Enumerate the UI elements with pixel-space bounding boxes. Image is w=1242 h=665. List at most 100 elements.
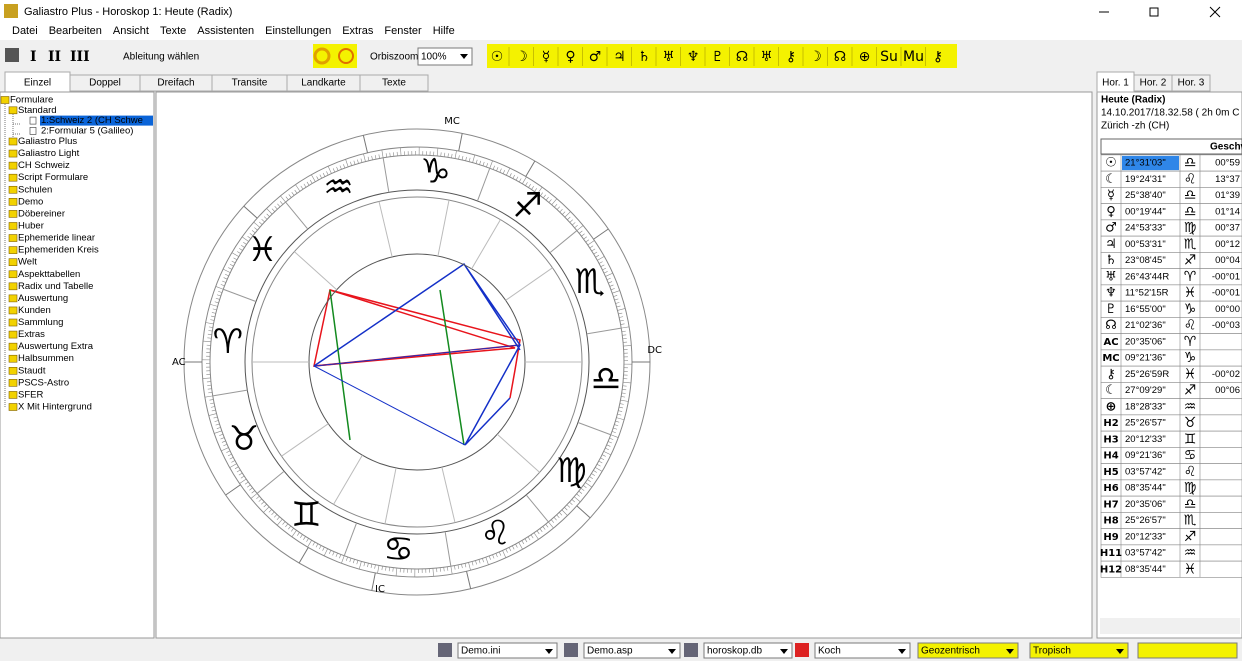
tree-item[interactable]: Döbereiner — [18, 208, 65, 219]
planet-button[interactable]: ♅ — [760, 49, 773, 65]
planet-button[interactable]: ♇ — [711, 49, 724, 65]
tree-item[interactable]: X Mit Hintergrund — [18, 402, 92, 413]
tree-item[interactable]: Extras — [18, 329, 45, 340]
tree-item[interactable]: Kunden — [18, 305, 51, 316]
position: 09°21'36" — [1125, 353, 1166, 364]
angle-label: MC — [444, 116, 460, 127]
planet-button[interactable]: ⚷ — [786, 49, 796, 65]
tree-item[interactable]: Auswertung Extra — [18, 341, 94, 352]
planet-glyph: ♀ — [1106, 204, 1116, 219]
tree-item[interactable]: Halbsummen — [18, 353, 74, 364]
zodiac-sign: ♋ — [383, 530, 413, 570]
planet-button[interactable]: ⊕ — [859, 49, 871, 65]
zodiac-sign: ♐ — [512, 186, 542, 226]
tree-item[interactable]: Galiastro Light — [18, 148, 80, 159]
position: 11°52'15R — [1125, 288, 1169, 299]
tree-item[interactable]: PSCS-Astro — [18, 377, 69, 388]
tree-item[interactable]: Welt — [18, 257, 37, 268]
tree-item[interactable]: Aspekttabellen — [18, 269, 80, 280]
print-icon[interactable] — [5, 48, 19, 62]
tree-item[interactable]: Schulen — [18, 184, 52, 195]
status-select[interactable] — [1138, 643, 1237, 658]
tree-item[interactable]: Staudt — [18, 365, 46, 376]
planet-glyph: ☊ — [1105, 318, 1117, 333]
sign-glyph: ♊ — [1184, 431, 1197, 447]
planet-glyph: H5 — [1103, 467, 1118, 478]
planet-button[interactable]: Mu — [903, 49, 924, 65]
zodiac-sign: ♉ — [229, 419, 259, 459]
menu-item[interactable]: Hilfe — [433, 25, 455, 37]
planet-button[interactable]: ☉ — [491, 49, 504, 65]
window-title: Galiastro Plus - Horoskop 1: Heute (Radi… — [24, 6, 232, 18]
tree-item[interactable]: Auswertung — [18, 293, 68, 304]
panel-tab-label: Hor. 3 — [1178, 78, 1205, 89]
tree-item[interactable]: SFER — [18, 389, 43, 400]
planet-button[interactable]: ♃ — [613, 49, 626, 65]
angle-label: IC — [375, 584, 385, 595]
planet-button[interactable]: ♅ — [662, 49, 675, 65]
tab-label: Dreifach — [157, 78, 194, 89]
planet-button[interactable]: ♆ — [687, 49, 700, 65]
status-value: Koch — [818, 646, 841, 657]
tree-item[interactable]: Ephemeriden Kreis — [18, 245, 99, 256]
planet-button[interactable]: ☊ — [736, 49, 748, 65]
tree-item[interactable]: Sammlung — [18, 317, 63, 328]
row — [1101, 415, 1242, 431]
speed: 00°04 — [1215, 255, 1240, 266]
planet-glyph: H4 — [1103, 451, 1118, 462]
planet-glyph: ♆ — [1105, 286, 1117, 301]
zodiac-sign: ♓ — [247, 230, 277, 270]
row — [1101, 529, 1242, 545]
planet-button[interactable]: ♀ — [565, 49, 575, 65]
planet-button[interactable]: ☿ — [542, 49, 551, 65]
menu-item[interactable]: Ansicht — [113, 25, 149, 37]
status-icon — [684, 643, 698, 657]
planet-button[interactable]: ⚷ — [933, 49, 943, 65]
sign-glyph: ♒ — [1184, 399, 1197, 415]
tree-item[interactable]: Huber — [18, 220, 44, 231]
planet-button[interactable]: Su — [880, 49, 898, 65]
tree-item[interactable]: Galiastro Plus — [18, 136, 77, 147]
menu-item[interactable]: Assistenten — [197, 25, 254, 37]
planet-button[interactable]: ☊ — [834, 49, 846, 65]
tree-item[interactable]: Demo — [18, 196, 43, 207]
menu-item[interactable]: Datei — [12, 25, 38, 37]
zodiac-sign: ♍ — [556, 451, 586, 491]
menu-item[interactable]: Fenster — [384, 25, 422, 37]
planet-glyph: H2 — [1103, 418, 1118, 429]
tab-label: Doppel — [89, 78, 121, 89]
tab-label: Texte — [382, 78, 406, 89]
folder-icon — [9, 235, 17, 242]
position: 18°28'33" — [1125, 401, 1166, 412]
scrollbar[interactable] — [1100, 618, 1240, 634]
form-button[interactable]: II — [48, 49, 61, 65]
row — [1101, 399, 1242, 415]
folder-icon — [9, 162, 17, 169]
status-value: Geozentrisch — [921, 646, 980, 657]
derive-button[interactable]: Ableitung wählen — [123, 52, 199, 63]
position: 03°57'42" — [1125, 466, 1166, 477]
planet-button[interactable]: ♄ — [638, 49, 651, 65]
position: 25°26'57" — [1125, 418, 1166, 429]
tree-item[interactable]: CH Schweiz — [18, 160, 70, 171]
tree-item[interactable]: Script Formulare — [18, 172, 88, 183]
menu-item[interactable]: Extras — [342, 25, 374, 37]
menu-item[interactable]: Einstellungen — [265, 25, 331, 37]
speed: 13°37 — [1215, 174, 1240, 185]
sign-glyph: ♈ — [1184, 269, 1197, 285]
tree-item[interactable]: Ephemeride linear — [18, 233, 95, 244]
sign-glyph: ♐ — [1184, 529, 1197, 545]
menu-item[interactable]: Texte — [160, 25, 186, 37]
menu-item[interactable]: Bearbeiten — [49, 25, 102, 37]
tree-item[interactable]: Radix und Tabelle — [18, 281, 93, 292]
planet-button[interactable]: ☽ — [515, 49, 528, 65]
folder-icon — [9, 404, 17, 411]
zodiac-sign: ♌ — [480, 514, 510, 554]
form-button[interactable]: I — [30, 49, 37, 65]
tree-item[interactable]: 2:Formular 5 (Galileo) — [41, 125, 133, 136]
planet-button[interactable]: ♂ — [589, 49, 602, 65]
planet-button[interactable]: ☽ — [809, 49, 822, 65]
form-button[interactable]: III — [70, 49, 90, 65]
zodiac-sign: ♈ — [213, 322, 243, 362]
planet-glyph: H3 — [1103, 434, 1118, 445]
